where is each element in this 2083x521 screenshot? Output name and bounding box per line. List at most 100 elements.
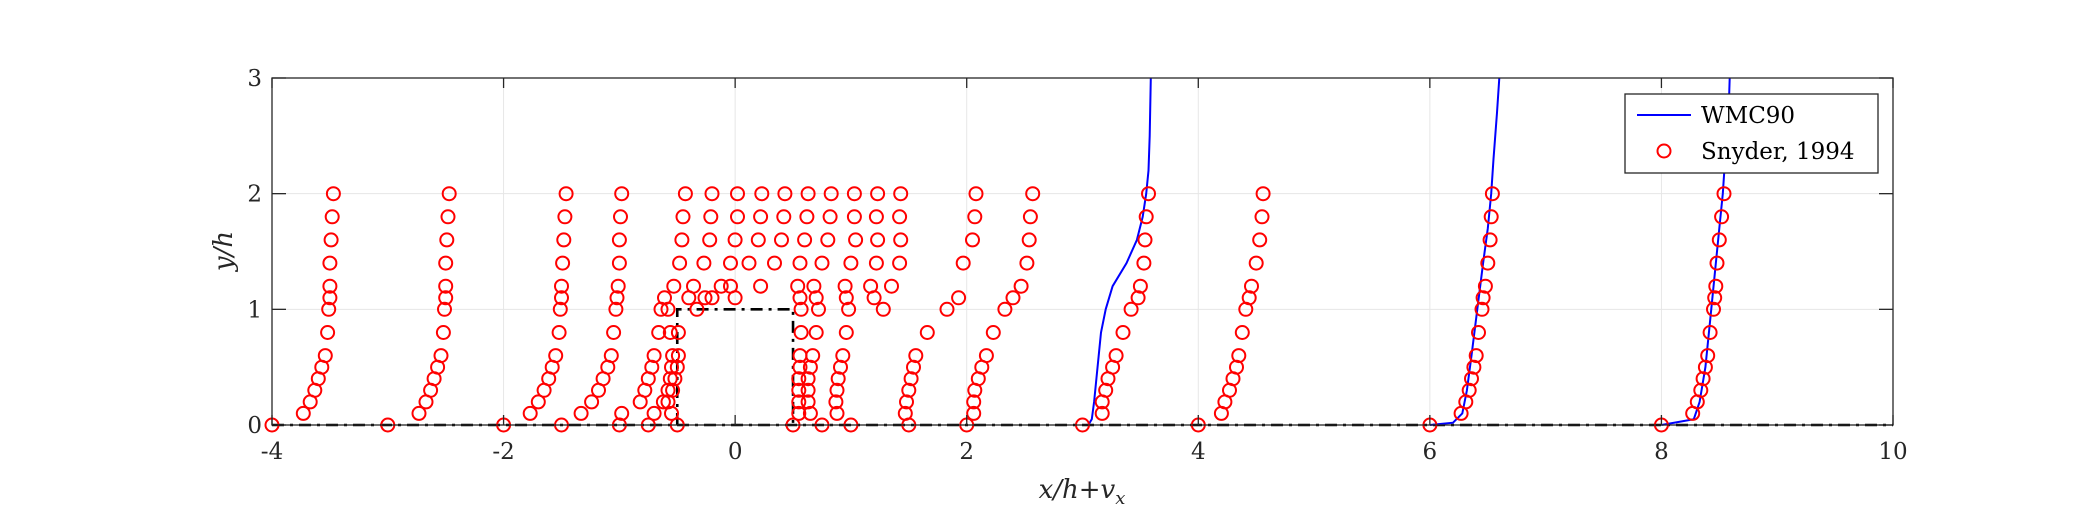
- x-tick-label: 0: [728, 439, 743, 465]
- snyder-point: [846, 209, 862, 225]
- y-tick-label: 0: [247, 413, 262, 439]
- snyder-point: [1013, 278, 1029, 294]
- snyder-point: [800, 371, 816, 387]
- snyder-point: [828, 394, 844, 410]
- x-tick-label: 6: [1423, 439, 1438, 465]
- snyder-point: [551, 325, 567, 340]
- snyder-point: [1484, 186, 1500, 202]
- snyder-point: [868, 209, 884, 225]
- axis-ticks: [271, 77, 1894, 426]
- snyder-point: [1136, 255, 1152, 271]
- snyder-point: [646, 405, 662, 421]
- snyder-point: [843, 255, 859, 271]
- snyder-point: [863, 278, 879, 294]
- snyder-point: [439, 232, 455, 248]
- snyder-point: [723, 255, 738, 271]
- snyder-point: [614, 405, 630, 421]
- snyder-point: [440, 209, 456, 225]
- snyder-point: [1137, 232, 1153, 248]
- snyder-point: [1474, 301, 1490, 317]
- x-tick-label: 4: [1191, 439, 1206, 465]
- snyder-point: [791, 382, 807, 398]
- snyder-point: [675, 209, 691, 225]
- snyder-point: [614, 186, 630, 202]
- snyder-point: [727, 290, 743, 306]
- snyder-point: [1480, 255, 1496, 271]
- snyder-point: [741, 255, 757, 271]
- snyder-point: [662, 325, 678, 340]
- snyder-point: [951, 290, 967, 306]
- snyder-point: [1700, 348, 1716, 364]
- snyder-point: [730, 186, 745, 202]
- legend-box: [1624, 93, 1879, 174]
- snyder-markers: [264, 186, 1732, 433]
- snyder-point: [892, 209, 908, 225]
- snyder-point: [753, 209, 769, 225]
- snyder-point: [1708, 278, 1724, 294]
- snyder-point: [609, 290, 625, 306]
- snyder-point: [955, 255, 971, 271]
- snyder-point: [1714, 209, 1730, 225]
- snyder-point: [437, 301, 452, 317]
- snyder-point: [754, 186, 770, 202]
- snyder-point: [777, 186, 793, 202]
- snyder-point: [893, 186, 909, 202]
- snyder-point: [1022, 209, 1038, 225]
- snyder-point: [554, 290, 569, 306]
- snyder-point: [606, 325, 622, 340]
- snyder-point: [702, 232, 718, 248]
- snyder-point: [776, 209, 792, 225]
- snyder-point: [1482, 232, 1498, 248]
- x-tick-label: 8: [1654, 439, 1669, 465]
- snyder-point: [829, 405, 845, 421]
- snyder-point: [554, 278, 569, 294]
- snyder-point: [1711, 232, 1727, 248]
- snyder-point: [884, 278, 899, 294]
- snyder-point: [1132, 278, 1148, 294]
- snyder-point: [965, 232, 980, 248]
- snyder-point: [893, 232, 909, 248]
- snyder-point: [697, 290, 713, 306]
- snyder-point: [753, 278, 769, 294]
- snyder-point: [438, 278, 454, 294]
- snyder-point: [1248, 255, 1264, 271]
- snyder-point: [1244, 278, 1259, 294]
- snyder-point: [966, 405, 982, 421]
- x-tick-label: 2: [959, 439, 974, 465]
- snyder-point: [1252, 232, 1268, 248]
- snyder-point: [670, 348, 686, 364]
- x-axis-label-sub: x: [1115, 488, 1125, 509]
- snyder-point: [939, 301, 955, 317]
- snyder-point: [704, 186, 720, 202]
- snyder-point: [704, 290, 720, 306]
- snyder-point: [791, 394, 807, 410]
- snyder-point: [556, 232, 572, 248]
- snyder-point: [646, 348, 662, 364]
- snyder-point: [793, 325, 809, 340]
- snyder-point: [846, 186, 862, 202]
- snyder-point: [808, 325, 824, 340]
- y-tick-label: 2: [247, 182, 262, 208]
- snyder-point: [1231, 348, 1247, 364]
- snyder-point: [811, 301, 826, 317]
- x-tick-label: -2: [492, 439, 514, 465]
- snyder-point: [829, 382, 845, 398]
- snyder-point: [686, 278, 701, 294]
- snyder-point: [548, 348, 564, 364]
- x-tick-label: -4: [261, 439, 283, 465]
- snyder-point: [611, 232, 627, 248]
- snyder-point: [325, 186, 341, 202]
- snyder-point: [666, 278, 682, 294]
- y-tick-label: 3: [247, 66, 262, 92]
- snyder-point: [1707, 290, 1723, 306]
- snyder-point: [997, 301, 1013, 317]
- snyder-point: [608, 301, 624, 317]
- snyder-point: [1483, 209, 1499, 225]
- snyder-point: [689, 301, 705, 317]
- axes-box: [271, 77, 1894, 426]
- snyder-point: [433, 348, 449, 364]
- snyder-point: [435, 325, 451, 340]
- snyder-point: [557, 209, 573, 225]
- x-axis-label: x/h+vx: [1039, 475, 1126, 509]
